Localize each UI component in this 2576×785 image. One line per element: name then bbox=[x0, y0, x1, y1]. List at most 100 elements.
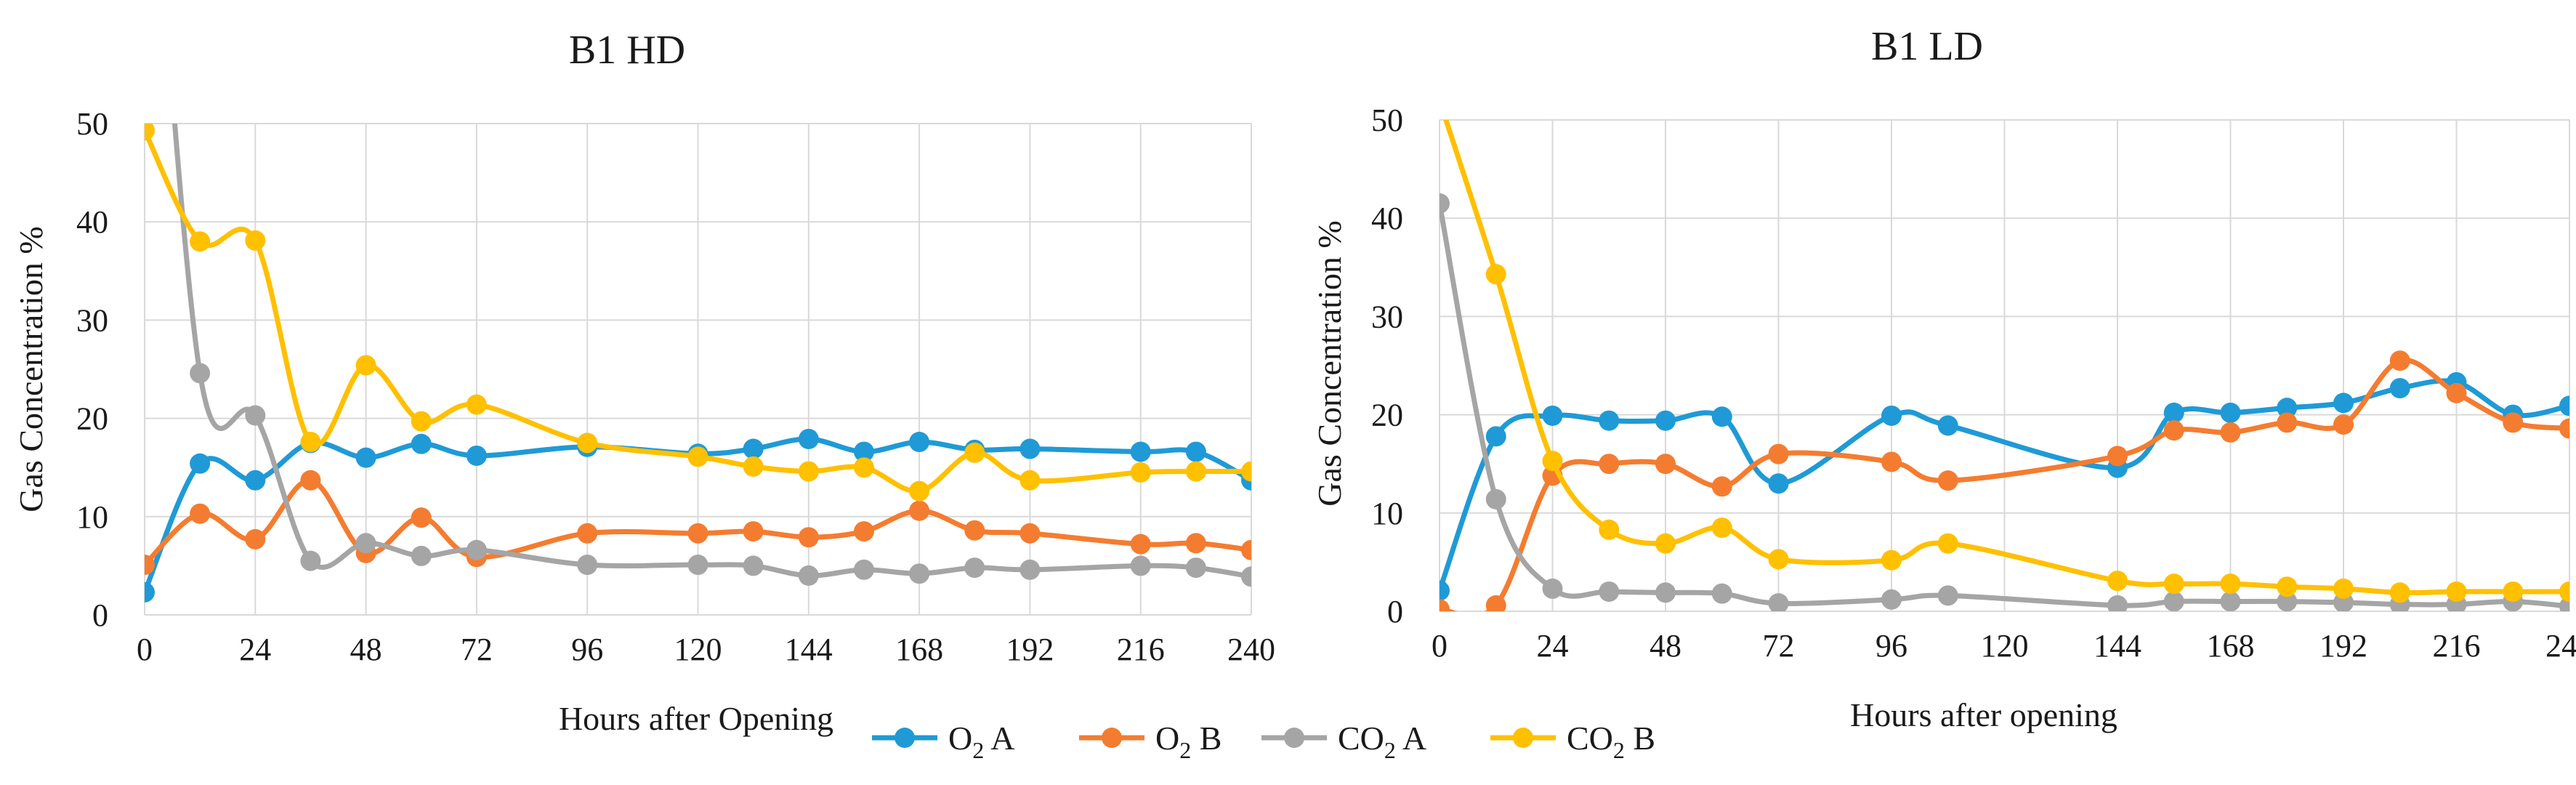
data-point bbox=[1655, 582, 1676, 603]
data-point bbox=[743, 521, 764, 542]
data-point bbox=[1599, 410, 1620, 431]
data-point bbox=[1185, 461, 1206, 482]
data-point bbox=[1020, 523, 1041, 544]
data-point bbox=[1711, 583, 1732, 604]
y-tick-label: 40 bbox=[76, 204, 108, 240]
data-point bbox=[466, 445, 487, 466]
y-tick-label: 0 bbox=[1387, 594, 1403, 629]
data-point bbox=[2277, 576, 2298, 597]
legend-marker bbox=[1284, 728, 1304, 748]
data-point bbox=[909, 480, 930, 502]
data-point bbox=[190, 453, 211, 474]
x-tick-label: 216 bbox=[2433, 628, 2481, 664]
data-point bbox=[1599, 454, 1620, 475]
data-point bbox=[300, 432, 321, 453]
data-point bbox=[145, 581, 155, 603]
data-point bbox=[190, 363, 211, 384]
data-point bbox=[2163, 402, 2184, 423]
data-point bbox=[909, 500, 930, 521]
x-tick-label: 24 bbox=[239, 632, 271, 667]
data-point bbox=[853, 521, 874, 542]
chart-title: B1 LD bbox=[1871, 24, 1983, 69]
data-point bbox=[1937, 533, 1958, 554]
y-tick-label: 10 bbox=[1371, 496, 1403, 531]
data-point bbox=[743, 555, 764, 576]
data-point bbox=[1881, 451, 1902, 472]
series-layer bbox=[1440, 120, 2569, 611]
data-point bbox=[687, 446, 708, 467]
legend: O2 A O2 B CO2 A CO2 B bbox=[872, 720, 1655, 763]
data-point bbox=[743, 456, 764, 477]
data-point bbox=[245, 405, 266, 426]
data-point bbox=[1241, 461, 1251, 482]
x-tick-label: 168 bbox=[895, 632, 943, 667]
data-point bbox=[1485, 595, 1506, 611]
data-point bbox=[411, 433, 432, 454]
y-tick-label: 10 bbox=[76, 499, 108, 535]
x-tick-label: 120 bbox=[1981, 628, 2029, 664]
data-point bbox=[2333, 578, 2354, 599]
data-point bbox=[2277, 591, 2298, 611]
data-point bbox=[2333, 392, 2354, 414]
data-point bbox=[2389, 582, 2410, 603]
data-point bbox=[798, 428, 819, 449]
data-point bbox=[1440, 580, 1450, 601]
data-point bbox=[2389, 350, 2410, 371]
data-point bbox=[1881, 550, 1902, 571]
x-axis-label: Hours after Opening bbox=[559, 700, 833, 737]
data-point bbox=[1440, 599, 1450, 611]
legend-label: O2 B bbox=[1155, 720, 1222, 763]
data-point bbox=[577, 523, 598, 544]
data-point bbox=[2107, 595, 2128, 611]
y-tick-label: 50 bbox=[76, 106, 108, 142]
data-point bbox=[2220, 422, 2241, 443]
data-point bbox=[145, 555, 155, 576]
data-point bbox=[411, 507, 432, 528]
data-point bbox=[1542, 578, 1563, 599]
data-point bbox=[1130, 441, 1151, 462]
data-point bbox=[1020, 559, 1041, 580]
data-point bbox=[2559, 395, 2569, 416]
data-point bbox=[2389, 378, 2410, 399]
grid bbox=[144, 123, 1252, 616]
data-point bbox=[1937, 470, 1958, 491]
data-point bbox=[300, 550, 321, 571]
data-point bbox=[2503, 412, 2524, 433]
data-point bbox=[1881, 405, 1902, 426]
data-point bbox=[1881, 589, 1902, 610]
data-point bbox=[687, 555, 708, 576]
data-point bbox=[1130, 534, 1151, 555]
data-point bbox=[1655, 454, 1676, 475]
legend-label: CO2 B bbox=[1567, 720, 1655, 763]
y-tick-label: 30 bbox=[1371, 299, 1403, 334]
legend-marker bbox=[1102, 728, 1122, 748]
data-point bbox=[1768, 549, 1789, 570]
data-point bbox=[1241, 566, 1251, 587]
y-tick-label: 20 bbox=[76, 401, 108, 437]
x-tick-label: 72 bbox=[461, 632, 493, 667]
data-point bbox=[2163, 420, 2184, 441]
series-layer bbox=[145, 124, 1251, 603]
data-point bbox=[1542, 405, 1563, 426]
x-tick-label: 96 bbox=[1876, 628, 1907, 664]
y-tick-label: 30 bbox=[76, 302, 108, 338]
data-point bbox=[1485, 426, 1506, 447]
data-point bbox=[2220, 573, 2241, 595]
x-tick-label: 240 bbox=[1227, 632, 1275, 667]
data-point bbox=[245, 230, 266, 251]
data-point bbox=[1185, 441, 1206, 462]
data-point bbox=[1020, 470, 1041, 491]
y-tick-label: 20 bbox=[1371, 398, 1403, 433]
chart-b1-hd: B1 HD 0 24 48 72 96 120 144 168 192 216 240 0 10 20 30… bbox=[12, 28, 1275, 737]
x-tick-label: 216 bbox=[1117, 632, 1165, 667]
data-point bbox=[245, 528, 266, 550]
data-point bbox=[300, 470, 321, 491]
y-axis-label: Gas Concentration % bbox=[12, 226, 49, 512]
data-point bbox=[909, 563, 930, 584]
data-point bbox=[1655, 533, 1676, 554]
data-point bbox=[1937, 415, 1958, 436]
data-point bbox=[853, 441, 874, 462]
x-tick-label: 48 bbox=[350, 632, 382, 667]
x-tick-label: 0 bbox=[137, 632, 153, 667]
data-point bbox=[2446, 382, 2467, 403]
